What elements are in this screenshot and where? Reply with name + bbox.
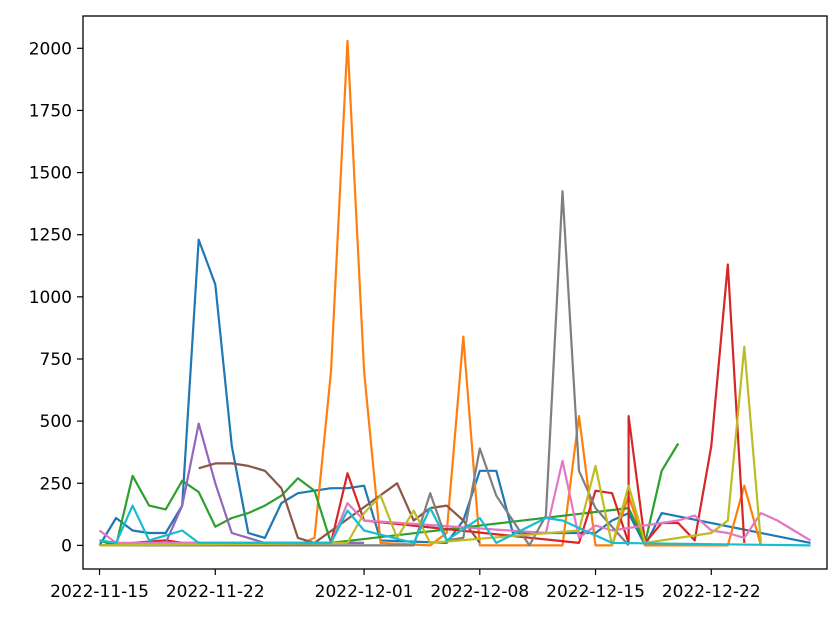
y-tick-label: 250 [40,474,72,494]
series-line-5 [99,422,365,547]
plot-frame [82,15,828,570]
series-line-10 [99,504,811,547]
x-tick-label: 2022-12-08 [430,582,529,602]
x-tick-label: 2022-12-01 [315,582,414,602]
series-line-1 [98,238,811,547]
y-tick-label: 500 [40,412,72,432]
series-layer [98,39,812,547]
y-tick-label: 750 [40,350,72,370]
series-line-6 [198,462,481,545]
y-tick-label: 1500 [29,164,72,184]
y-tick-label: 1750 [29,101,72,121]
x-tick-label: 2022-12-22 [662,582,761,602]
series-line-4 [99,263,746,547]
series-line-9 [99,345,762,547]
y-tick-label: 1250 [29,226,72,246]
x-tick-label: 2022-11-22 [166,582,265,602]
y-tick-label: 1000 [29,288,72,308]
series-line-3 [99,442,680,547]
y-tick-label: 2000 [29,39,72,59]
x-axis: 2022-11-15 2022-11-22 2022-12-01 2022-12-08… [50,569,761,602]
y-axis: 0 250 500 750 1000 1250 1500 1750 2000 [29,39,83,556]
x-tick-label: 2022-12-15 [546,582,645,602]
x-tick-label: 2022-11-15 [50,582,149,602]
y-tick-label: 0 [61,536,72,556]
series-line-8 [99,190,630,547]
